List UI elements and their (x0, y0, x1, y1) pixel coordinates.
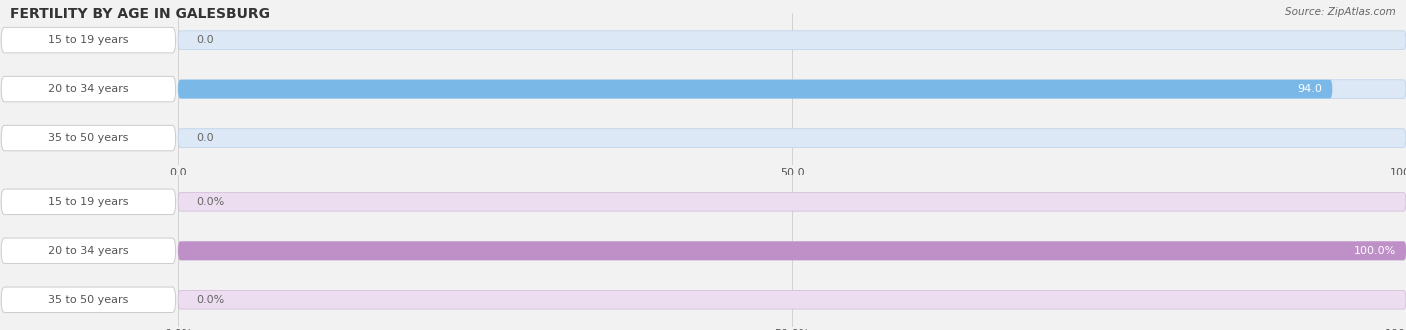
Text: 0.0%: 0.0% (197, 295, 225, 305)
Text: 0.0: 0.0 (197, 35, 214, 45)
Text: 15 to 19 years: 15 to 19 years (48, 197, 129, 207)
FancyBboxPatch shape (179, 242, 1406, 260)
FancyBboxPatch shape (179, 290, 1406, 309)
Text: FERTILITY BY AGE IN GALESBURG: FERTILITY BY AGE IN GALESBURG (10, 7, 270, 20)
FancyBboxPatch shape (1, 238, 176, 264)
FancyBboxPatch shape (1, 287, 176, 313)
FancyBboxPatch shape (1, 125, 176, 151)
Text: 35 to 50 years: 35 to 50 years (48, 295, 128, 305)
FancyBboxPatch shape (1, 189, 176, 214)
Text: 0.0%: 0.0% (197, 197, 225, 207)
Text: Source: ZipAtlas.com: Source: ZipAtlas.com (1285, 7, 1396, 16)
FancyBboxPatch shape (179, 129, 1406, 148)
FancyBboxPatch shape (179, 31, 1406, 50)
Text: 35 to 50 years: 35 to 50 years (48, 133, 128, 143)
Text: 20 to 34 years: 20 to 34 years (48, 246, 129, 256)
Text: 100.0%: 100.0% (1354, 246, 1396, 256)
Text: 15 to 19 years: 15 to 19 years (48, 35, 129, 45)
FancyBboxPatch shape (179, 242, 1406, 260)
FancyBboxPatch shape (1, 76, 176, 102)
Text: 20 to 34 years: 20 to 34 years (48, 84, 129, 94)
FancyBboxPatch shape (179, 80, 1333, 98)
FancyBboxPatch shape (1, 27, 176, 53)
FancyBboxPatch shape (179, 80, 1406, 98)
Text: 0.0: 0.0 (197, 133, 214, 143)
FancyBboxPatch shape (179, 192, 1406, 211)
Text: 94.0: 94.0 (1298, 84, 1323, 94)
